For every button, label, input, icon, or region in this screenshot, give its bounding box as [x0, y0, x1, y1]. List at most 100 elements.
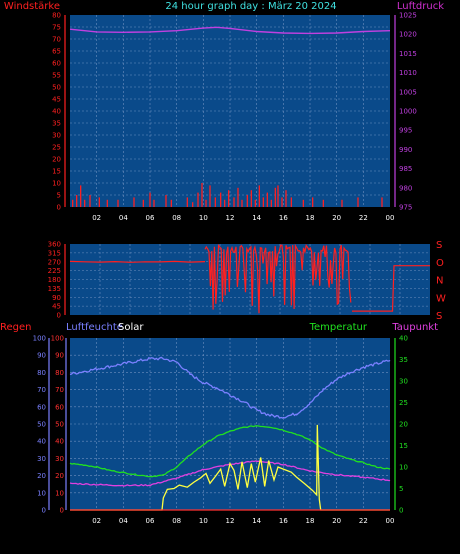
temperatur-tick-label: 20 [399, 421, 408, 429]
y-tick-label-left: 20 [52, 156, 61, 164]
y-tick-label-left: 45 [52, 96, 61, 104]
y-tick-label-left: 90 [52, 294, 61, 302]
y-tick-label-left: 80 [52, 12, 61, 20]
temperatur-tick-label: 0 [399, 507, 403, 515]
y-tick-label-left: 15 [52, 168, 61, 176]
y-tick-label-left: 30 [52, 132, 61, 140]
direction-line-variable [204, 243, 352, 314]
y-tick-label-right: 990 [399, 146, 412, 154]
y-tick-label-left: 225 [48, 267, 61, 275]
y-tick-label-left: 65 [52, 48, 61, 56]
x-tick-label: 12 [226, 517, 235, 525]
x-tick-label: 08 [172, 214, 181, 222]
x-tick-label: 00 [386, 517, 395, 525]
regen-tick-label: 40 [37, 438, 46, 446]
solar-line [70, 424, 390, 511]
x-tick-label: 02 [92, 214, 101, 222]
y-tick-label-left: 50 [52, 84, 61, 92]
temperatur-tick-label: 35 [399, 356, 408, 364]
temperatur-tick-label: 30 [399, 378, 408, 386]
luftfeuchte-tick-label: 60 [55, 403, 64, 411]
luftfeuchte-tick-label: 100 [51, 335, 64, 343]
x-tick-label: 16 [279, 517, 288, 525]
regen-tick-label: 30 [37, 455, 46, 463]
luftfeuchte-tick-label: 50 [55, 421, 64, 429]
y-tick-label-right: 1025 [399, 12, 417, 20]
right-axis-title: Luftdruck [397, 1, 444, 12]
x-tick-label: 22 [359, 517, 368, 525]
wind-pressure-panel: 0510152025303540455055606570758097598098… [52, 12, 417, 223]
temperatur-tick-label: 25 [399, 399, 408, 407]
regen-tick-label: 20 [37, 472, 46, 480]
x-tick-label: 22 [359, 214, 368, 222]
temperatur-tick-label: 15 [399, 442, 408, 450]
x-tick-label: 18 [306, 214, 315, 222]
temperatur-tick-label: 5 [399, 485, 403, 493]
regen-tick-label: 60 [37, 403, 46, 411]
left-axis-title: Windstärke [4, 1, 60, 12]
luftfeuchte-tick-label: 40 [55, 438, 64, 446]
x-tick-label: 20 [332, 517, 341, 525]
direction-label: W [436, 293, 446, 304]
y-tick-label-left: 45 [52, 303, 61, 311]
x-tick-label: 06 [146, 517, 155, 525]
y-tick-label-right: 1015 [399, 50, 417, 58]
regen-tick-label: 90 [37, 352, 46, 360]
x-tick-label: 18 [306, 517, 315, 525]
y-tick-label-left: 40 [52, 108, 61, 116]
x-tick-label: 20 [332, 214, 341, 222]
y-tick-label-right: 1020 [399, 31, 417, 39]
taupunkt-axis-title: Taupunkt [391, 322, 438, 333]
y-tick-label-left: 5 [57, 192, 61, 200]
y-tick-label-right: 980 [399, 184, 412, 192]
pressure-line [69, 26, 391, 35]
luftfeuchte-tick-label: 80 [55, 369, 64, 377]
luftfeuchte-tick-label: 0 [60, 507, 64, 515]
y-tick-label-right: 975 [399, 204, 412, 212]
x-tick-label: 06 [146, 214, 155, 222]
y-tick-label-left: 180 [48, 276, 61, 284]
temperatur-axis-title: Temperatur [309, 322, 368, 333]
x-tick-label: 12 [226, 214, 235, 222]
y-tick-label-left: 135 [48, 285, 61, 293]
direction-label: S [436, 240, 442, 251]
x-tick-label: 02 [92, 517, 101, 525]
solar-axis-title: Solar [118, 322, 144, 333]
x-tick-label: 16 [279, 214, 288, 222]
x-tick-label: 10 [199, 517, 208, 525]
luftfeuchte-line [69, 356, 391, 419]
x-tick-label: 04 [119, 214, 128, 222]
direction-label: O [436, 258, 444, 269]
x-tick-label: 04 [119, 517, 128, 525]
regen-tick-label: 80 [37, 369, 46, 377]
x-tick-label: 14 [252, 214, 261, 222]
y-tick-label-left: 10 [52, 180, 61, 188]
direction-label: N [436, 276, 443, 287]
luftfeuchte-axis-title: Luftfeuchte [66, 322, 123, 333]
y-tick-label-left: 75 [52, 24, 61, 32]
y-tick-label-left: 25 [52, 144, 61, 152]
regen-tick-label: 50 [37, 421, 46, 429]
y-tick-label-left: 55 [52, 72, 61, 80]
x-tick-label: 08 [172, 517, 181, 525]
direction-label: S [436, 311, 442, 322]
y-tick-label-left: 60 [52, 60, 61, 68]
regen-tick-label: 0 [42, 507, 46, 515]
luftfeuchte-tick-label: 10 [55, 489, 64, 497]
y-tick-label-left: 35 [52, 120, 61, 128]
y-tick-label-left: 270 [48, 258, 61, 266]
luftfeuchte-tick-label: 20 [55, 472, 64, 480]
y-tick-label-left: 0 [57, 312, 61, 320]
y-tick-label-right: 985 [399, 165, 412, 173]
y-tick-label-right: 1000 [399, 108, 417, 116]
y-tick-label-left: 360 [48, 241, 61, 249]
regen-tick-label: 70 [37, 386, 46, 394]
y-tick-label-right: 1010 [399, 69, 417, 77]
y-tick-label-left: 70 [52, 36, 61, 44]
y-tick-label-right: 1005 [399, 88, 417, 96]
x-tick-label: 14 [252, 517, 261, 525]
direction-line-morning [69, 260, 206, 263]
